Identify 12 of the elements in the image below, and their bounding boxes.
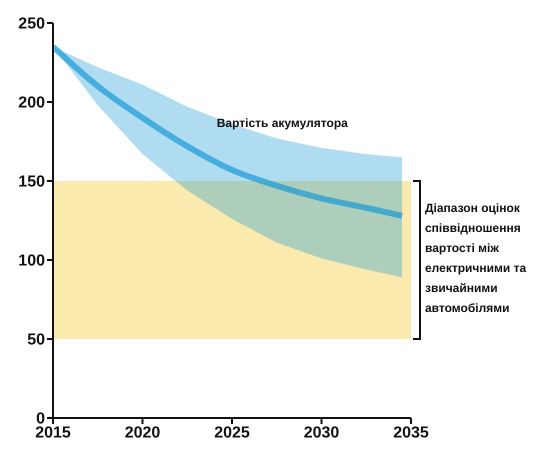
- text: Вартість акумулятора: [216, 116, 348, 130]
- y-tick-label: 150: [18, 174, 46, 191]
- x-tick-label: 2020: [124, 424, 160, 442]
- y-tick-label: 50: [27, 332, 46, 349]
- y-tick-label: 100: [18, 252, 46, 270]
- x-tick-label: 2035: [393, 424, 429, 442]
- y-tick-label: 250: [18, 16, 46, 33]
- y-tick-label: 200: [18, 94, 46, 112]
- x-tick-label: 2030: [304, 424, 340, 442]
- x-tick-label: 2015: [35, 424, 71, 442]
- x-tick-label: 2025: [214, 424, 250, 442]
- band-label: Діапазон оцінок співвідношення вартості між електричними та звичайними автомобілями: [425, 200, 528, 317]
